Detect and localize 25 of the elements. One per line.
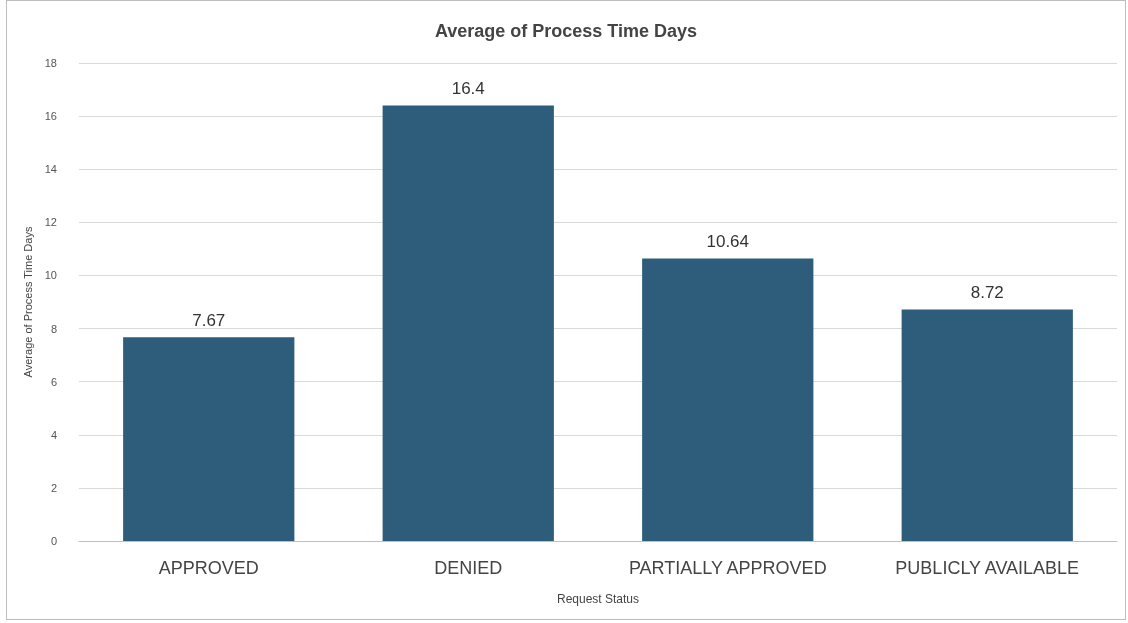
data-label: 16.4 <box>451 79 485 99</box>
bar <box>123 337 295 541</box>
x-tick-label: DENIED <box>434 558 503 578</box>
chart-title: Average of Process Time Days <box>434 21 698 41</box>
bar <box>642 258 814 541</box>
y-tick-label: 10 <box>44 269 57 282</box>
y-tick-label: 16 <box>44 110 57 123</box>
y-axis-title: Average of Process Time Days <box>22 226 35 378</box>
y-tick-label: 6 <box>50 375 57 388</box>
y-tick-label: 0 <box>50 535 57 547</box>
x-tick-label: PUBLICLY AVAILABLE <box>895 558 1080 578</box>
data-label: 8.72 <box>970 283 1004 303</box>
y-tick-label: 12 <box>44 216 57 229</box>
data-label: 7.67 <box>192 311 226 331</box>
y-tick-label: 2 <box>50 481 57 494</box>
y-tick-label: 14 <box>44 163 57 176</box>
y-tick-label: 8 <box>50 322 57 335</box>
x-axis-title: Request Status <box>556 592 640 606</box>
y-tick-label: 4 <box>50 428 57 441</box>
bar <box>382 105 554 541</box>
x-tick-label: APPROVED <box>158 558 259 578</box>
x-tick-label: PARTIALLY APPROVED <box>628 558 827 578</box>
bar <box>901 309 1073 541</box>
y-tick-label: 18 <box>44 57 57 69</box>
data-label: 10.64 <box>706 232 750 252</box>
